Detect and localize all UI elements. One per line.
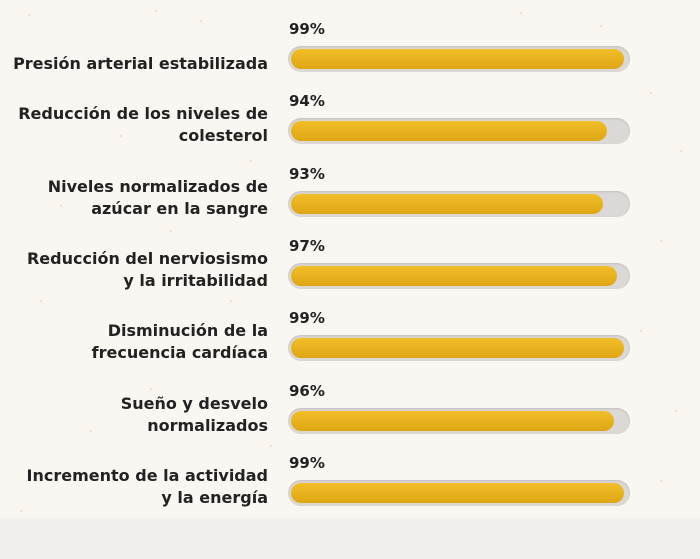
value-label: 99% xyxy=(289,309,325,328)
value-label: 97% xyxy=(289,236,325,255)
category-label-line: frecuencia cardíaca xyxy=(91,343,268,363)
speckle xyxy=(660,480,662,482)
bar-fill xyxy=(291,482,624,503)
value-label: 99% xyxy=(289,20,325,38)
speckle xyxy=(600,25,602,27)
category-label-line: Sueño y desvelo xyxy=(120,393,268,413)
speckle xyxy=(520,12,522,14)
bar-row: Disminución de la frecuencia cardíaca 99% xyxy=(0,309,700,369)
bar-fill xyxy=(291,49,624,69)
speckle xyxy=(28,14,30,16)
speckle xyxy=(680,150,682,152)
speckle xyxy=(20,510,22,512)
category-label: Presión arterial estabilizada xyxy=(0,20,268,80)
bar-fill xyxy=(291,410,614,431)
speckle xyxy=(120,135,122,137)
category-label: Niveles normalizados de azúcar en la sang… xyxy=(0,165,268,225)
bar-row: Niveles normalizados de azúcar en la sang… xyxy=(0,165,700,225)
category-label: Disminución de la frecuencia cardíaca xyxy=(0,309,268,369)
speckle xyxy=(200,20,202,22)
category-label: Reducción del nerviosismo y la irritabili… xyxy=(0,237,268,297)
bar-row: Sueño y desvelo normalizados 96% xyxy=(0,382,700,442)
value-label: 96% xyxy=(289,381,325,400)
bar-track xyxy=(288,479,630,506)
speckle xyxy=(210,65,212,67)
speckle xyxy=(155,10,157,12)
speckle xyxy=(650,92,652,94)
bar-row: Reducción de los niveles de colesterol 94% xyxy=(0,92,700,152)
category-label: Sueño y desvelo normalizados xyxy=(0,382,268,442)
bar-track xyxy=(288,46,630,72)
bar-row: Presión arterial estabilizada 99% xyxy=(0,20,700,80)
bar-fill xyxy=(291,338,624,359)
speckle xyxy=(60,205,62,207)
value-label: 99% xyxy=(289,453,325,472)
speckle xyxy=(90,430,92,432)
value-label: 93% xyxy=(289,164,325,183)
speckle xyxy=(230,300,232,302)
category-label: Reducción de los niveles de colesterol xyxy=(0,92,268,152)
category-label-line: Reducción de los niveles de xyxy=(18,104,268,124)
speckle xyxy=(270,445,272,447)
bar-fill xyxy=(291,121,607,142)
category-label-line: Disminución de la xyxy=(107,321,268,341)
category-label-line: azúcar en la sangre xyxy=(91,198,268,218)
speckle xyxy=(170,230,172,232)
speckle xyxy=(150,388,152,390)
bar-fill xyxy=(291,193,604,214)
category-label-line: y la irritabilidad xyxy=(123,270,268,290)
speckle xyxy=(40,300,42,302)
speckle xyxy=(250,160,252,162)
bottom-band xyxy=(0,518,700,559)
bar-track xyxy=(288,407,630,434)
category-label-line: Niveles normalizados de xyxy=(47,176,268,196)
bar-row: Reducción del nerviosismo y la irritabili… xyxy=(0,237,700,297)
category-label: Incremento de la actividad y la energía xyxy=(0,454,268,514)
bar-track xyxy=(288,118,630,145)
category-label-line: normalizados xyxy=(147,415,268,435)
bar-track xyxy=(288,262,630,289)
speckle xyxy=(675,410,677,412)
category-label-line: Reducción del nerviosismo xyxy=(26,248,268,268)
value-label: 94% xyxy=(289,92,325,111)
category-label-line: Presión arterial estabilizada xyxy=(13,54,268,73)
category-label-line: Incremento de la actividad xyxy=(26,465,268,485)
speckle xyxy=(660,240,662,242)
bar-fill xyxy=(291,265,617,286)
bar-track xyxy=(288,190,630,217)
speckle xyxy=(640,330,642,332)
bar-row: Incremento de la actividad y la energía 99… xyxy=(0,454,700,514)
category-label-line: y la energía xyxy=(161,487,268,507)
bar-track xyxy=(288,335,630,362)
category-label-line: colesterol xyxy=(178,126,268,146)
